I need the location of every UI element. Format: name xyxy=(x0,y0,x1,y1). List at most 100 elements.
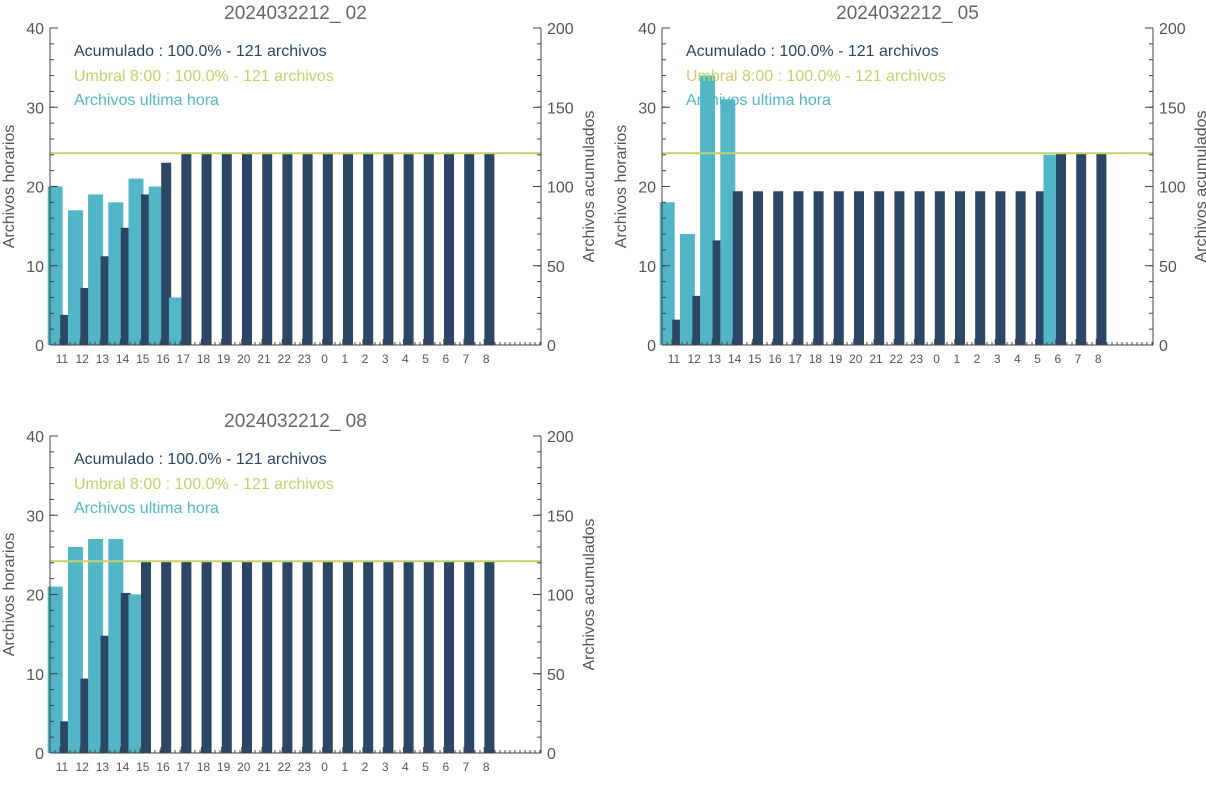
accumulated-bar xyxy=(672,319,683,345)
x-tick-label: 5 xyxy=(422,352,429,366)
x-tick-label: 13 xyxy=(96,352,110,366)
chart-title: 2024032212_ 08 xyxy=(224,411,367,432)
accumulated-bar xyxy=(444,153,454,345)
accumulated-bar xyxy=(894,191,905,345)
hourly-bar xyxy=(108,539,124,753)
accumulated-bar xyxy=(403,153,414,345)
x-tick-label: 22 xyxy=(890,352,904,366)
right-tick-label: 50 xyxy=(1159,259,1177,276)
accumulated-bar xyxy=(100,635,111,753)
accumulated-bar xyxy=(934,191,945,345)
accumulated-bar xyxy=(403,561,414,753)
x-tick-label: 3 xyxy=(994,352,1001,366)
accumulated-bar xyxy=(120,227,131,345)
left-axis-label: Archivos horarios xyxy=(1,533,18,657)
legend-threshold: Umbral 8:00 : 100.0% - 121 archivos xyxy=(74,476,334,493)
x-tick-label: 12 xyxy=(76,760,90,774)
accumulated-bar xyxy=(753,191,763,345)
x-tick-label: 1 xyxy=(953,352,960,366)
accumulated-bar xyxy=(1076,153,1087,345)
accumulated-bar xyxy=(302,153,313,345)
left-tick-label: 0 xyxy=(35,746,44,763)
chart-panel-3: 2024032212_ 08 0 10 20 30 40 0 50 100 150 200 11 12 1… xyxy=(0,408,603,793)
chart-title: 2024032212_ 05 xyxy=(836,3,979,24)
accumulated-bar xyxy=(100,256,111,345)
left-tick-label: 0 xyxy=(35,338,44,355)
x-tick-label: 21 xyxy=(257,760,271,774)
x-tick-label: 7 xyxy=(463,352,470,366)
accumulated-bar xyxy=(161,561,172,753)
accumulated-bar xyxy=(80,678,91,753)
x-tick-label: 22 xyxy=(278,352,292,366)
right-tick-label: 150 xyxy=(1159,100,1186,117)
hourly-bar xyxy=(88,539,104,753)
accumulated-bar xyxy=(322,561,333,753)
accumulated-bar xyxy=(141,194,151,345)
accumulated-bar xyxy=(302,561,313,753)
hourly-bar xyxy=(108,202,124,345)
x-tick-label: 7 xyxy=(1075,352,1082,366)
x-tick-label: 11 xyxy=(56,760,69,774)
accumulated-bar xyxy=(423,153,434,345)
legend-hourly: Archivos ultima hora xyxy=(74,500,219,517)
hourly-bar xyxy=(720,99,736,345)
accumulated-bar xyxy=(282,561,293,753)
accumulated-bar xyxy=(221,153,232,345)
x-tick-label: 18 xyxy=(809,352,823,366)
accumulated-bar xyxy=(1096,153,1107,345)
hourly-bar xyxy=(67,210,83,345)
x-tick-label: 2 xyxy=(362,352,369,366)
x-tick-label: 19 xyxy=(217,760,231,774)
x-tick-label: 13 xyxy=(708,352,722,366)
x-tick-label: 19 xyxy=(217,352,231,366)
x-tick-label: 5 xyxy=(422,760,429,774)
chart-panel-2: 2024032212_ 05 0 10 20 30 40 0 50 100 150 200 11 12 1… xyxy=(612,0,1206,385)
accumulated-bar xyxy=(975,191,986,345)
x-tick-label: 21 xyxy=(257,352,271,366)
x-tick-label: 2 xyxy=(974,352,981,366)
hourly-bar xyxy=(679,234,695,345)
x-tick-label: 17 xyxy=(177,352,191,366)
accumulated-bar xyxy=(181,153,192,345)
right-tick-label: 200 xyxy=(1159,21,1186,38)
x-tick-label: 23 xyxy=(298,352,312,366)
right-axis-label: Archivos acumulados xyxy=(581,110,598,262)
x-tick-label: 16 xyxy=(768,352,782,366)
accumulated-bar xyxy=(343,561,353,753)
right-tick-label: 100 xyxy=(547,588,574,605)
left-tick-label: 10 xyxy=(26,259,44,276)
right-tick-label: 0 xyxy=(1159,338,1168,355)
hourly-bar xyxy=(47,586,63,753)
accumulated-bar xyxy=(732,191,743,345)
x-tick-label: 2 xyxy=(362,760,369,774)
x-tick-label: 8 xyxy=(1095,352,1102,366)
left-tick-label: 0 xyxy=(647,338,656,355)
accumulated-bar xyxy=(242,153,252,345)
x-tick-label: 12 xyxy=(76,352,90,366)
accumulated-bar xyxy=(322,153,333,345)
x-tick-label: 4 xyxy=(402,760,409,774)
hourly-bar xyxy=(128,594,144,753)
accumulated-bar xyxy=(363,561,374,753)
hourly-bar xyxy=(148,186,164,345)
accumulated-bar xyxy=(1015,191,1026,345)
accumulated-bar xyxy=(484,153,495,345)
hourly-bar xyxy=(128,178,144,345)
x-tick-label: 20 xyxy=(237,352,251,366)
x-tick-label: 14 xyxy=(728,352,742,366)
x-tick-label: 4 xyxy=(1014,352,1021,366)
legend-threshold: Umbral 8:00 : 100.0% - 121 archivos xyxy=(686,68,946,85)
accumulated-bar xyxy=(181,561,192,753)
x-tick-label: 23 xyxy=(298,760,312,774)
right-axis-label: Archivos acumulados xyxy=(581,518,598,670)
accumulated-bar xyxy=(161,162,172,345)
accumulated-bar xyxy=(80,287,91,345)
x-tick-label: 0 xyxy=(321,760,328,774)
x-tick-label: 17 xyxy=(177,760,191,774)
x-tick-label: 23 xyxy=(910,352,924,366)
accumulated-bar xyxy=(423,561,434,753)
right-tick-label: 200 xyxy=(547,429,574,446)
accumulated-bar xyxy=(221,561,232,753)
accumulated-bar xyxy=(201,561,212,753)
